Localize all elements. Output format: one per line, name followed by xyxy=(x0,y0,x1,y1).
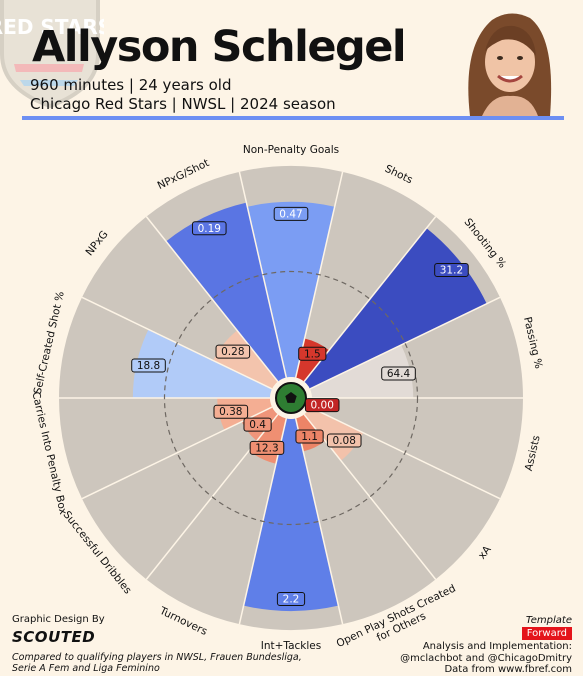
slice-background xyxy=(304,407,501,580)
analysis-credit-line-2: @mclachbot and @ChicagoDmitry xyxy=(400,652,572,664)
design-credit-label: Graphic Design By xyxy=(12,614,105,625)
value-label: 0.4 xyxy=(249,419,266,431)
value-label-box xyxy=(295,429,324,444)
slice-divider xyxy=(294,418,344,625)
category-label: xA xyxy=(476,543,494,562)
value-label-box xyxy=(298,346,327,361)
value-label-box xyxy=(276,592,306,607)
value-label-box xyxy=(191,221,227,236)
slice-background xyxy=(309,398,523,499)
value-label-box xyxy=(304,398,340,413)
value-label: 0.00 xyxy=(311,400,334,412)
value-label: 0.47 xyxy=(279,208,302,220)
crest-text: RED STARS xyxy=(0,15,104,39)
median-ring xyxy=(163,270,419,526)
value-label: 0.28 xyxy=(221,346,244,358)
value-label-box xyxy=(326,433,362,448)
slice-divider xyxy=(81,406,273,500)
value-label-box xyxy=(131,358,166,373)
team-league-season: Chicago Red Stars | NWSL | 2024 season xyxy=(30,95,336,113)
analysis-credits: Analysis and Implementation: @mclachbot … xyxy=(272,641,572,676)
slice-divider xyxy=(145,216,279,383)
comparison-note: Compared to qualifying players in NWSL, … xyxy=(12,652,302,674)
value-label: 64.4 xyxy=(387,368,411,380)
slice-background xyxy=(59,398,273,499)
minutes-age: 960 minutes | 24 years old xyxy=(30,76,232,94)
analysis-credit-line-3: Data from www.fbref.com xyxy=(444,664,572,675)
slice-bar xyxy=(247,201,335,378)
template-label: Template xyxy=(525,615,572,626)
header-divider xyxy=(22,116,564,120)
value-label-box xyxy=(213,404,249,419)
scouted-logo: SCOUTED xyxy=(12,628,96,646)
category-label: Passing % xyxy=(521,316,544,370)
value-label: 12.3 xyxy=(255,442,278,454)
value-label-box xyxy=(215,344,251,359)
slice-background xyxy=(81,407,278,580)
slice-bar xyxy=(309,344,414,398)
analysis-credit-line-1: Analysis and Implementation: xyxy=(422,641,572,652)
value-label: 31.2 xyxy=(440,265,463,277)
category-label: Shots xyxy=(383,163,415,187)
category-label: Assists xyxy=(523,434,543,472)
slice-bar xyxy=(243,418,339,612)
template-role-badge: Forward xyxy=(521,627,572,640)
value-label: 0.38 xyxy=(219,406,242,418)
value-label: 1.1 xyxy=(301,431,318,443)
value-label: 18.8 xyxy=(137,360,160,372)
value-label-box xyxy=(273,206,309,221)
club-crest: RED STARS xyxy=(0,0,104,109)
slice-divider xyxy=(309,296,501,390)
value-label: 0.19 xyxy=(198,223,221,235)
category-label: Non-Penalty Goals xyxy=(243,144,339,156)
ball-patch-icon xyxy=(285,392,297,403)
value-label-box xyxy=(381,366,416,381)
value-label: 0.08 xyxy=(333,435,356,447)
slice-divider xyxy=(303,413,437,580)
value-label-box xyxy=(243,417,272,432)
player-photo xyxy=(452,6,562,116)
category-label: NPxG xyxy=(84,228,111,258)
value-label: 2.2 xyxy=(283,594,300,606)
value-label-box xyxy=(249,440,285,455)
value-label-box xyxy=(434,263,469,278)
slice-bar xyxy=(132,329,273,398)
value-label: 1.5 xyxy=(304,348,321,360)
category-label: Int+Tackles xyxy=(261,640,321,652)
player-name: Allyson Schlegel xyxy=(32,22,407,72)
